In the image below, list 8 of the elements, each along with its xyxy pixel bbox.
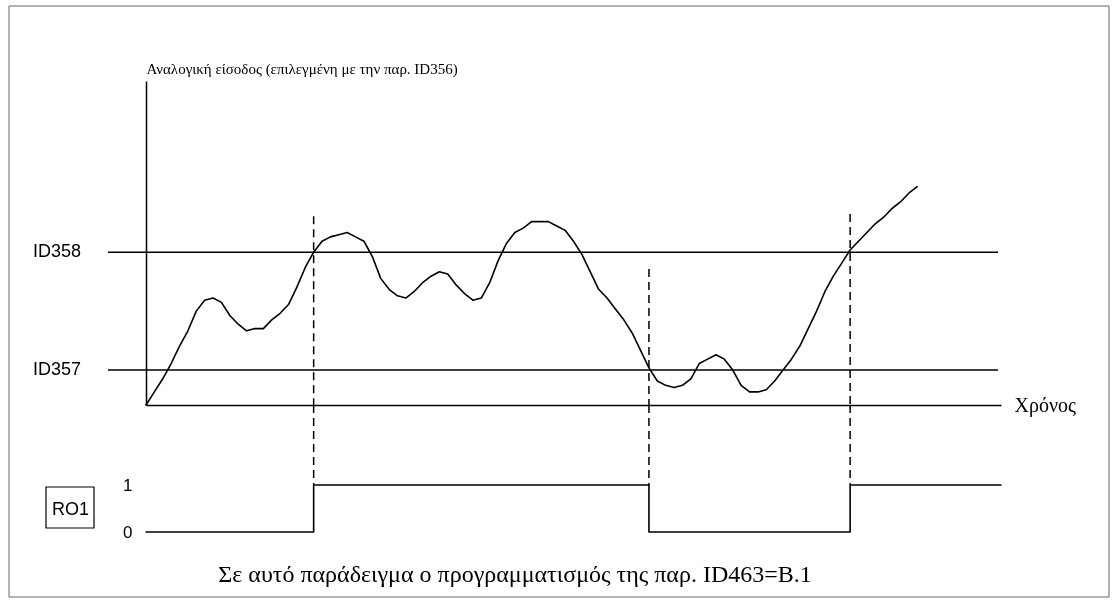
y-tick-label: 0 xyxy=(123,522,133,542)
y-axis-title: Αναλογική είσοδος (επιλεγμένη με την παρ. ID356) xyxy=(146,60,458,78)
y-tick-label: 1 xyxy=(123,475,133,495)
y-axis-title: RO1 xyxy=(51,498,90,519)
text: Σε αυτό παράδειγμα ο προγραμματισμός της παρ. ID463=B.1 xyxy=(218,561,812,587)
ref-line-label: ID358 xyxy=(33,241,82,262)
ref-line-label: ID357 xyxy=(33,359,82,380)
x-axis-title: Χρόνος xyxy=(1014,393,1076,417)
